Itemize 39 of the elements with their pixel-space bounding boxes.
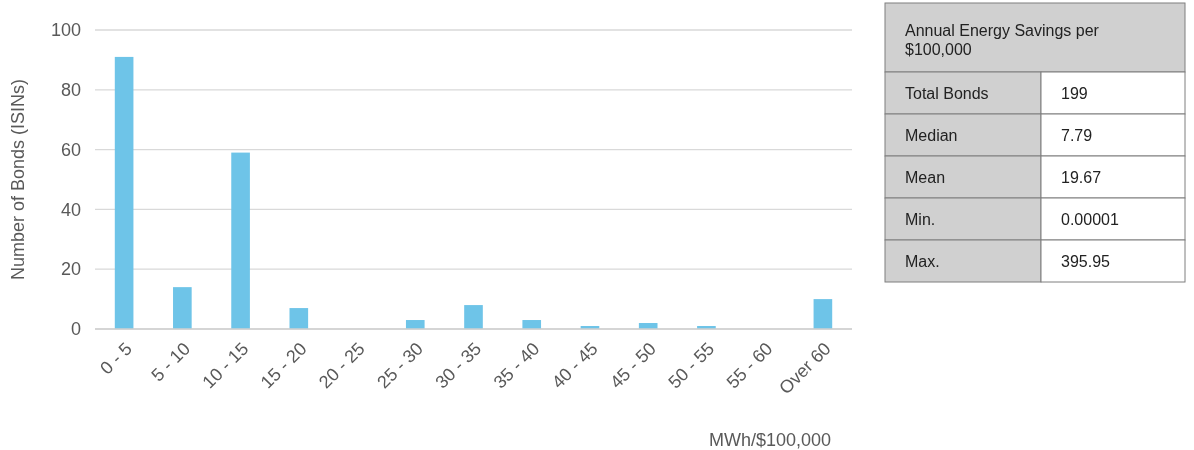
y-tick-label: 40: [60, 199, 81, 220]
x-tick-label: 5 - 10: [147, 338, 195, 386]
y-tick-label: 100: [50, 20, 81, 41]
data-label: 395.95: [1061, 253, 1111, 270]
bar: [114, 56, 134, 329]
x-tick-label: 50 - 55: [664, 338, 719, 393]
category-label: Total Bonds: [905, 85, 989, 102]
x-tick-label: 30 - 35: [431, 338, 486, 393]
bar: [813, 299, 833, 329]
x-tick-label: 20 - 25: [315, 338, 369, 393]
bar: [173, 287, 192, 329]
y-tick-label: 60: [60, 139, 81, 160]
category-label: Max.: [905, 253, 940, 270]
text: Annual Energy Savings per $100,000: [905, 22, 1100, 58]
bar: [289, 308, 309, 329]
data-label: 199: [1061, 85, 1088, 102]
y-tick-label: 0: [70, 319, 81, 340]
data-label: 7.79: [1061, 127, 1093, 144]
bar: [231, 152, 250, 329]
x-axis-title: MWh/$100,000: [708, 430, 832, 450]
x-tick-label: 55 - 60: [722, 338, 777, 393]
y-tick-label: 80: [60, 80, 81, 101]
x-tick-label: 25 - 30: [373, 338, 428, 393]
y-axis-title: Number of Bonds (ISINs): [8, 78, 28, 281]
category-label: Median: [905, 127, 958, 144]
y-tick-label: 20: [60, 259, 81, 280]
bar: [464, 305, 483, 329]
x-tick-label: 45 - 50: [606, 338, 660, 393]
data-label: 19.67: [1061, 169, 1102, 186]
data-label: 0.00001: [1061, 211, 1119, 228]
x-tick-label: 35 - 40: [489, 338, 544, 393]
bar: [522, 320, 542, 329]
x-tick-label: 40 - 45: [547, 338, 602, 393]
x-tick-label: 0 - 5: [96, 338, 136, 379]
x-tick-label: 15 - 20: [256, 338, 311, 393]
category-label: Mean: [905, 169, 946, 186]
category-label: Min.: [905, 211, 936, 228]
bar: [405, 320, 425, 329]
x-tick-label: 10 - 15: [198, 338, 253, 393]
